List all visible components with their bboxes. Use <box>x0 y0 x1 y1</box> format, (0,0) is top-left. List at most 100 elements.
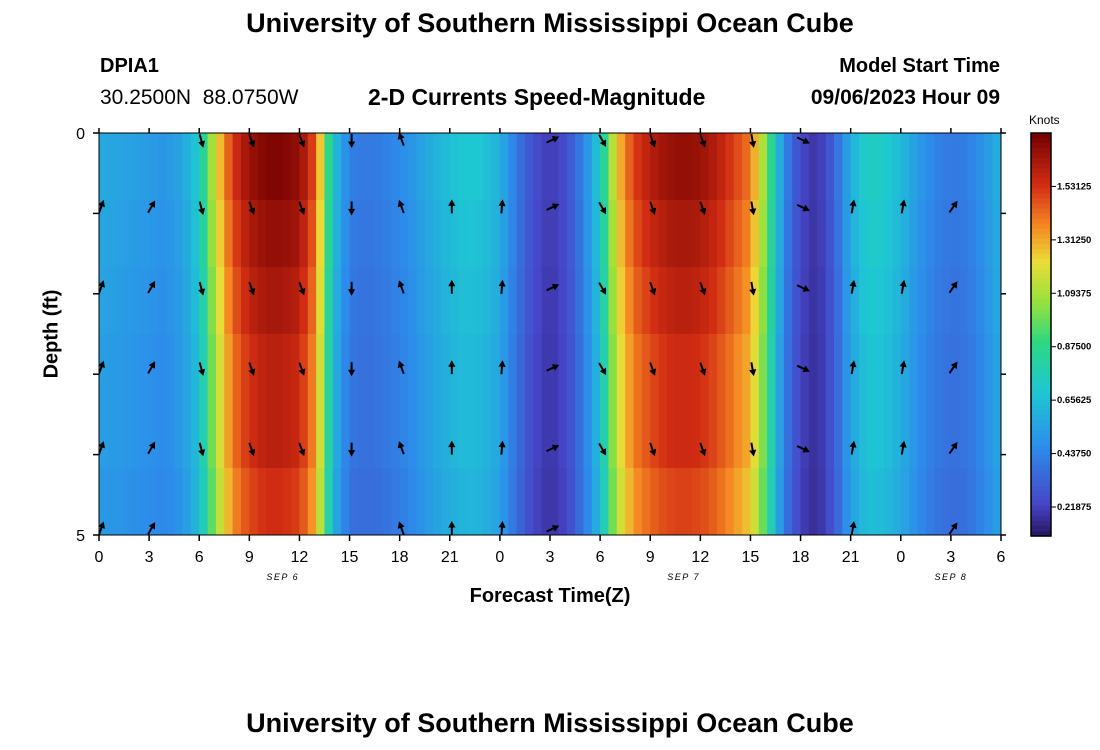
heatmap-cell <box>625 334 635 402</box>
colorbar-segment <box>1031 440 1051 446</box>
heatmap-cell <box>708 200 718 268</box>
heatmap-cell <box>307 401 317 469</box>
current-arrow <box>899 360 907 375</box>
colorbar-segment <box>1031 430 1051 436</box>
current-arrow <box>198 133 206 148</box>
arrow-shaft <box>750 362 754 372</box>
heatmap-cell <box>825 468 835 535</box>
arrow-shaft <box>948 445 956 455</box>
current-arrow <box>198 281 206 296</box>
heatmap-cell <box>215 200 225 268</box>
heatmap-cell <box>182 267 192 335</box>
arrow-shaft <box>649 362 655 372</box>
heatmap-cell <box>600 133 610 201</box>
arrow-shaft <box>649 442 655 452</box>
heatmap-cell <box>332 267 342 335</box>
heatmap-cell <box>825 267 835 335</box>
arrow-head <box>99 280 105 288</box>
heatmap-cell <box>541 200 551 268</box>
arrow-head <box>99 441 105 449</box>
heatmap-cell <box>524 468 534 535</box>
heatmap-cell <box>424 468 434 535</box>
colorbar-segment <box>1031 349 1051 356</box>
heatmap-cell <box>291 334 301 402</box>
heatmap-cell <box>115 133 125 201</box>
heatmap-cell <box>909 133 919 201</box>
heatmap-cell <box>800 133 810 201</box>
heatmap-cell <box>725 133 735 201</box>
heatmap-cell <box>767 267 777 335</box>
heatmap-cell <box>683 133 693 201</box>
heatmap-cell <box>967 468 977 535</box>
heatmap-cell <box>900 267 910 335</box>
current-arrow <box>448 360 456 375</box>
heatmap-cell <box>366 200 376 268</box>
heatmap-cell <box>641 468 651 535</box>
heatmap-cell <box>282 468 292 535</box>
heatmap-cell <box>249 200 259 268</box>
heatmap-cell <box>867 401 877 469</box>
heatmap-cell <box>600 468 610 535</box>
arrow-head <box>397 441 405 449</box>
colorbar-segment <box>1031 515 1051 522</box>
arrow-shaft <box>900 445 905 455</box>
heatmap-cell <box>950 468 960 535</box>
arrow-head <box>348 141 356 148</box>
colorbar-segment <box>1031 148 1051 154</box>
heatmap-cell <box>817 267 827 335</box>
heatmap-cell <box>591 334 601 402</box>
colorbar-segment <box>1031 334 1051 341</box>
heatmap-cell <box>240 267 250 335</box>
heatmap-cell <box>474 334 484 402</box>
arrow-shaft <box>948 204 956 213</box>
heatmap-cell <box>474 468 484 535</box>
heatmap-cell <box>875 133 885 201</box>
heatmap-cell <box>357 133 367 201</box>
current-arrow <box>598 282 607 295</box>
heatmap-cell <box>934 200 944 268</box>
colorbar-segment <box>1031 425 1051 431</box>
heatmap-cell <box>959 200 969 268</box>
arrow-shaft <box>649 201 655 211</box>
heatmap-cell <box>725 267 735 335</box>
heatmap-cell <box>374 200 384 268</box>
colorbar-tick-label: 0.87500 <box>1057 342 1091 353</box>
arrow-head <box>397 360 405 369</box>
x-tick-label: 18 <box>391 549 409 566</box>
heatmap-cell <box>399 200 409 268</box>
heatmap-cell <box>800 200 810 268</box>
heatmap-cells <box>99 133 1001 535</box>
heatmap-cell <box>349 133 359 201</box>
heatmap-cell <box>207 133 217 201</box>
arrow-head <box>950 200 958 209</box>
colorbar-segment <box>1031 455 1051 462</box>
colorbar-segment <box>1031 415 1051 421</box>
heatmap-cell <box>157 133 167 201</box>
heatmap-cell <box>917 401 927 469</box>
heatmap-cell <box>817 401 827 469</box>
arrow-head <box>148 522 156 530</box>
arrow-head <box>899 360 907 368</box>
heatmap-cell <box>399 468 409 535</box>
heatmap-cell <box>474 267 484 335</box>
heatmap-cell <box>215 133 225 201</box>
heatmap-cell <box>992 267 1001 335</box>
heatmap-cell <box>758 133 768 201</box>
heatmap-cell <box>466 267 476 335</box>
heatmap-cell <box>717 200 726 268</box>
heatmap-cell <box>499 267 509 335</box>
colorbar-segment <box>1031 379 1051 386</box>
current-arrow <box>796 203 810 212</box>
heatmap-cell <box>984 133 994 201</box>
heatmap-cell <box>625 133 635 201</box>
arrow-head <box>397 521 405 529</box>
arrow-head <box>448 279 456 287</box>
heatmap-cell <box>691 200 701 268</box>
arrow-head <box>298 140 306 148</box>
arrow-head <box>148 441 156 450</box>
heatmap-cell <box>190 468 200 535</box>
arrow-shaft <box>198 133 203 144</box>
colorbar-segment <box>1031 399 1051 406</box>
heatmap-cell <box>884 401 894 469</box>
heatmap-cell <box>817 133 827 201</box>
